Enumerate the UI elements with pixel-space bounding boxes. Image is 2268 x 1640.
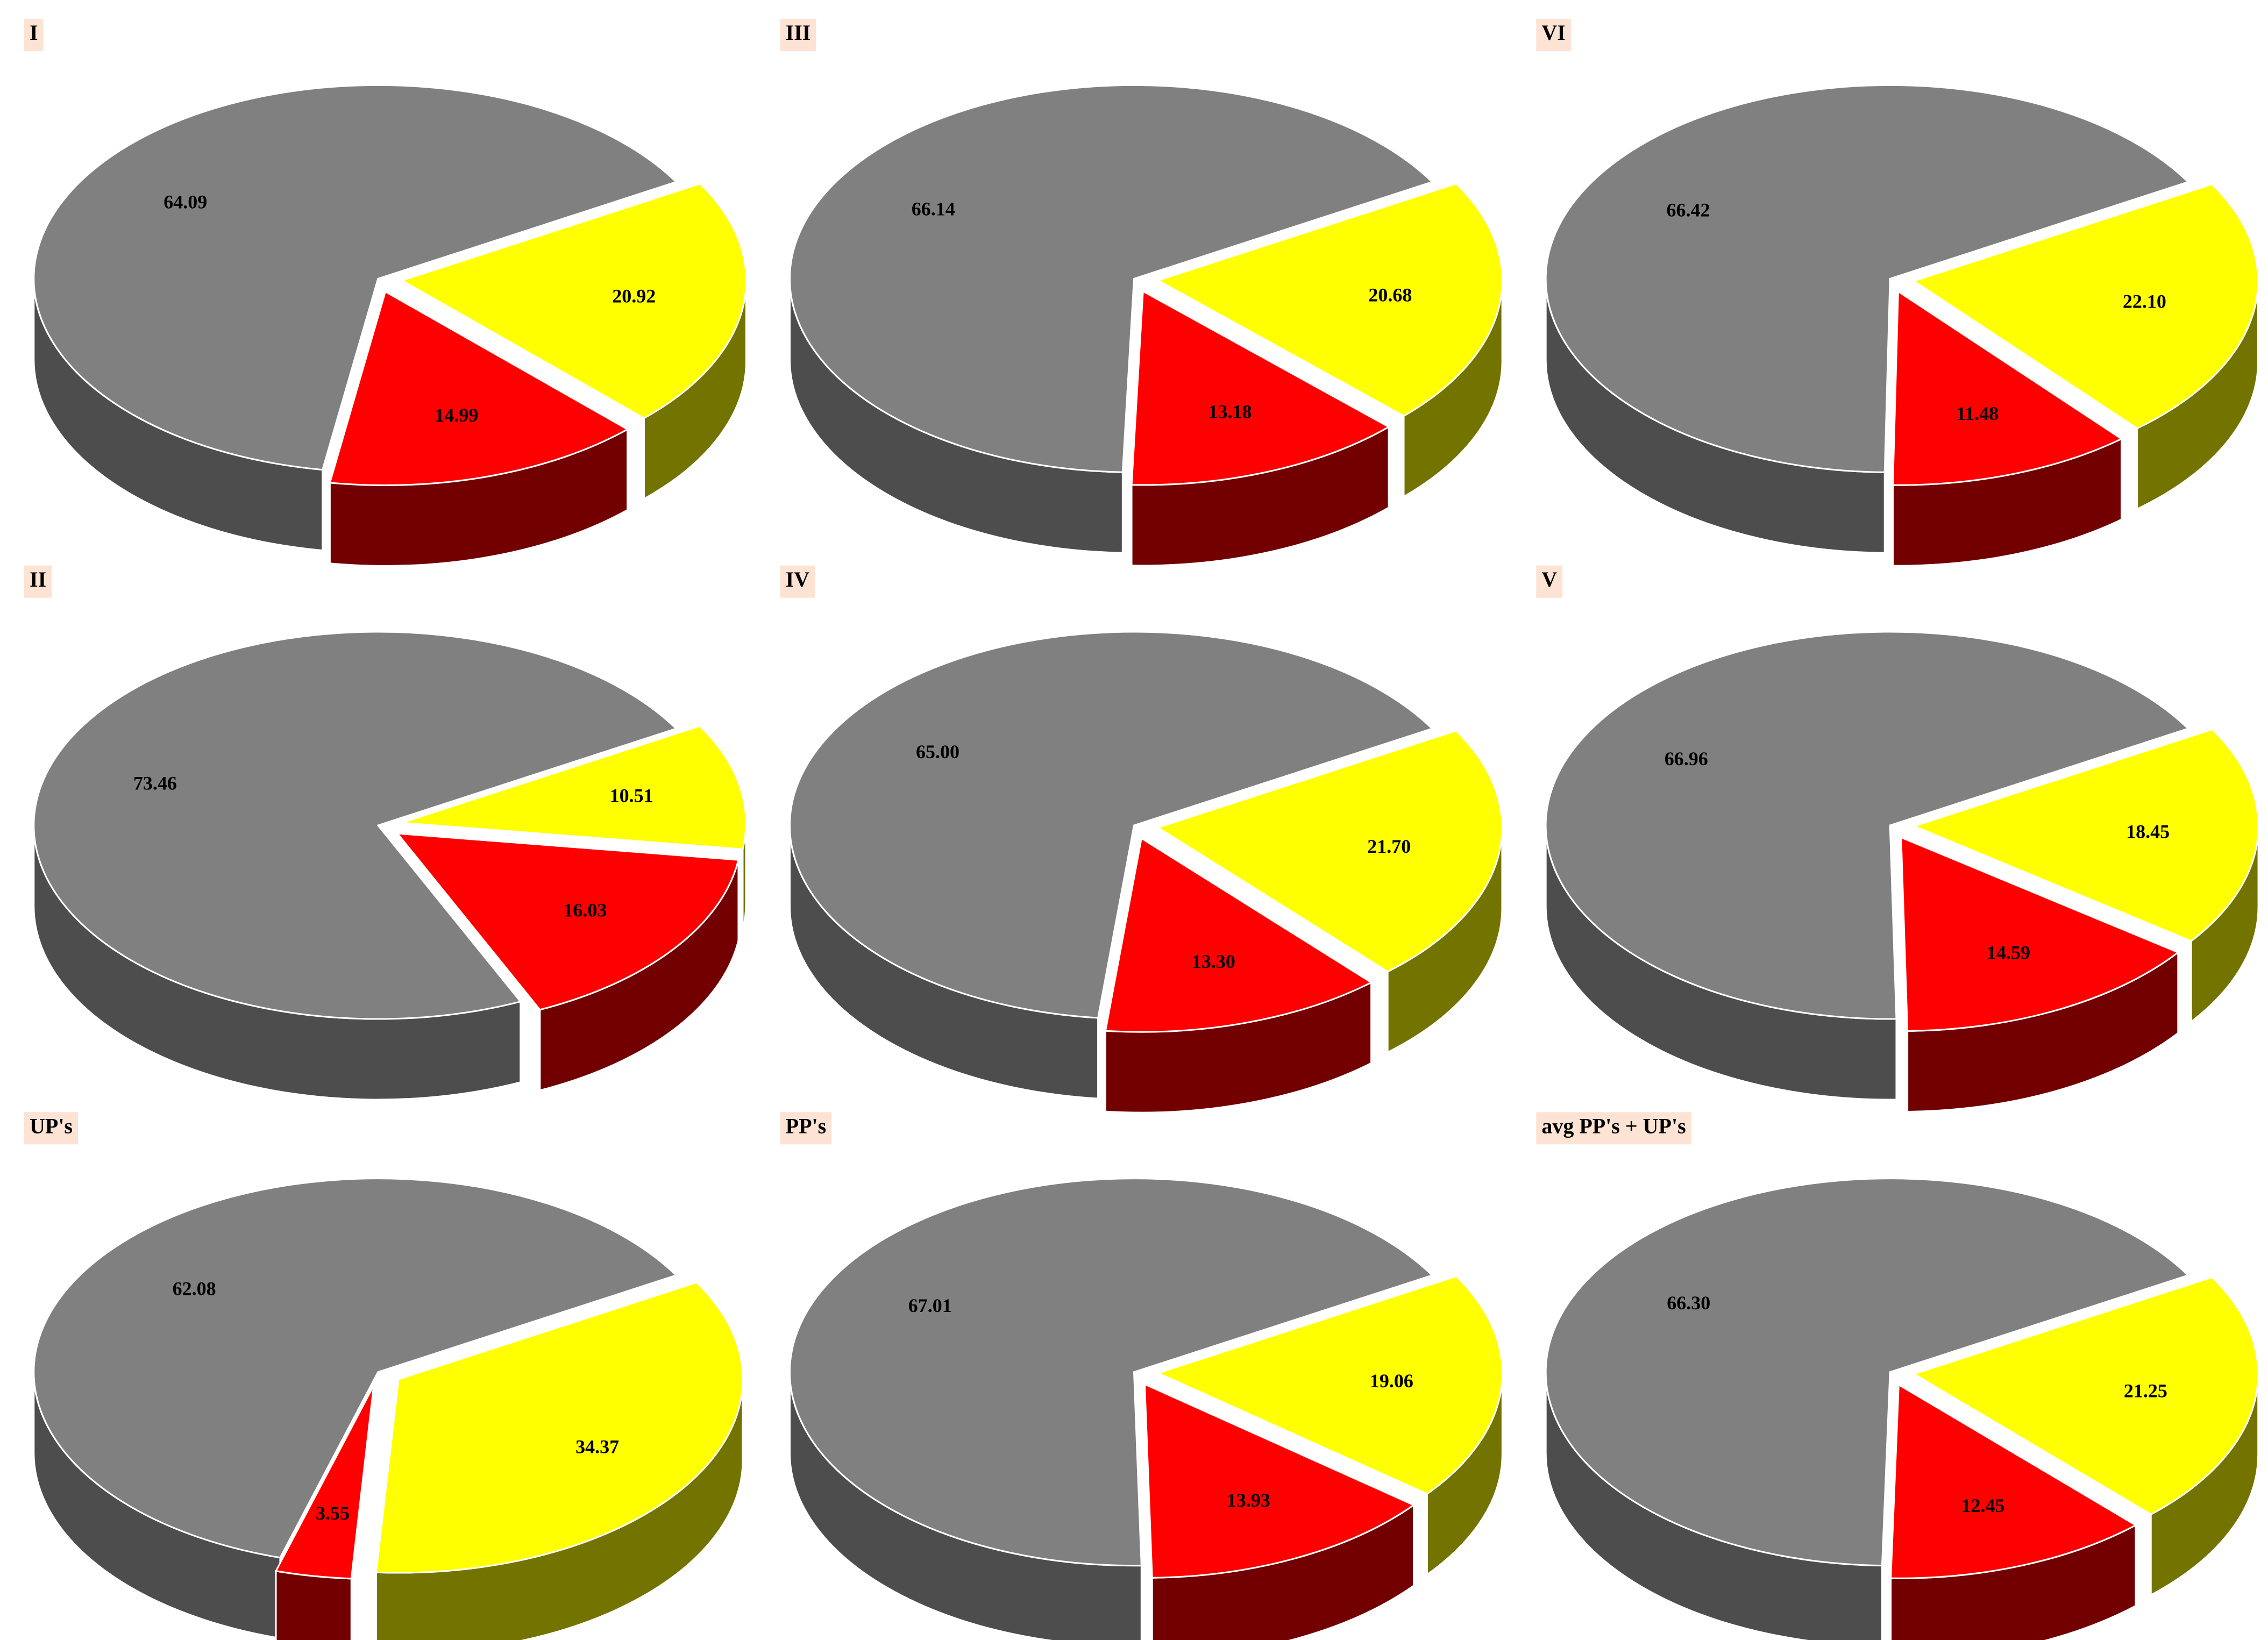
title-box (780, 1112, 832, 1145)
title-box (780, 565, 815, 598)
slice (33, 1178, 678, 1559)
slice (789, 84, 1434, 473)
slice (33, 631, 678, 1020)
value-label: 11.48 (1956, 403, 1999, 424)
chart-title: UP's (30, 1114, 73, 1138)
pie-chart: 65.00 13.30 21.70 IV (780, 565, 1503, 1114)
pie-chart: 64.09 14.99 20.92 I (24, 19, 747, 567)
value-label: 73.46 (133, 773, 177, 794)
pie-chart: 67.01 13.93 19.06 PP's (780, 1112, 1503, 1640)
value-label: 13.30 (1192, 951, 1235, 972)
slice (1911, 728, 2259, 942)
slice (274, 1385, 375, 1580)
chart-title: avg PP's + UP's (1541, 1114, 1686, 1138)
chart-title: III (786, 20, 811, 45)
chart-title: IV (786, 567, 810, 591)
value-label: 10.51 (610, 785, 653, 806)
value-label: 66.14 (912, 198, 955, 220)
title-box (24, 1112, 78, 1145)
value-label: 14.99 (435, 404, 478, 426)
slice (1545, 631, 2190, 1020)
slice (1892, 290, 2123, 486)
value-label: 64.09 (163, 191, 207, 212)
slice (789, 631, 1434, 1019)
slice (401, 725, 747, 850)
value-label: 13.93 (1227, 1489, 1270, 1511)
slice (400, 182, 747, 419)
pie-chart: 62.08 3.55 34.37 UP's (24, 1112, 744, 1640)
value-label: 34.37 (575, 1436, 619, 1458)
value-label: 66.42 (1666, 199, 1710, 221)
chart-title: II (30, 567, 46, 591)
chart-title: VI (1541, 20, 1565, 45)
chart-title: PP's (786, 1114, 827, 1138)
pie-chart: 66.14 13.18 20.68 III (780, 19, 1503, 567)
value-label: 20.92 (612, 286, 656, 307)
slice (1104, 837, 1373, 1033)
value-label: 65.00 (916, 741, 959, 762)
slice (1912, 1276, 2259, 1516)
pie-chart: 73.46 16.03 10.51 II (24, 565, 747, 1101)
slice (1156, 182, 1503, 417)
slice (1143, 1383, 1416, 1579)
value-label: 18.45 (2126, 821, 2170, 842)
chart-title: V (1541, 567, 1557, 591)
value-label: 21.25 (2124, 1380, 2167, 1402)
value-label: 13.18 (1208, 401, 1252, 422)
slice (375, 1281, 744, 1574)
pie-chart: 66.42 11.48 22.10 VI (1536, 19, 2259, 567)
value-label: 20.68 (1368, 284, 1412, 306)
pie-chart: 66.96 14.59 18.45 V (1536, 565, 2259, 1113)
value-label: 66.30 (1667, 1292, 1710, 1314)
slice (1131, 290, 1391, 486)
chart-title: I (30, 20, 38, 45)
value-label: 14.59 (1987, 942, 2030, 963)
value-label: 12.45 (1961, 1495, 2004, 1516)
title-box (1536, 19, 1571, 51)
slice (33, 84, 678, 471)
slice (1545, 84, 2190, 473)
title-box (1536, 565, 1563, 598)
value-label: 22.10 (2123, 290, 2166, 312)
value-label: 62.08 (173, 1278, 216, 1299)
slice (329, 290, 629, 486)
slice (1912, 183, 2259, 430)
slice (1900, 836, 2180, 1032)
pie-chart: 66.30 12.45 21.25 avg PP's + UP's (1536, 1112, 2259, 1640)
value-label: 21.70 (1367, 836, 1411, 857)
title-box (24, 19, 44, 51)
slice (1156, 1275, 1503, 1495)
value-label: 66.96 (1665, 748, 1708, 769)
slice (789, 1178, 1434, 1567)
value-label: 19.06 (1370, 1370, 1413, 1392)
value-label: 67.01 (908, 1295, 952, 1316)
slice (1890, 1383, 2137, 1579)
slice (395, 832, 740, 1011)
slice (1156, 730, 1503, 973)
slice (1545, 1178, 2190, 1567)
title-box (24, 565, 52, 598)
title-box (780, 19, 816, 51)
value-label: 3.55 (316, 1502, 350, 1524)
value-label: 16.03 (563, 900, 607, 921)
slice-side (275, 1570, 352, 1640)
title-box (1536, 1112, 1691, 1145)
